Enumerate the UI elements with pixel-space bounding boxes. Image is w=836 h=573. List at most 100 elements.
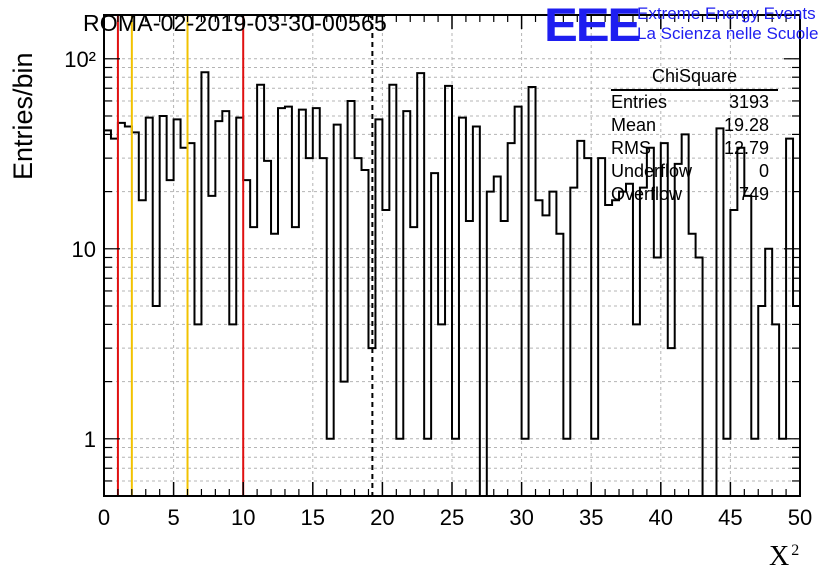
chart-title: ROMA-02-2019-03-30-00565 <box>83 10 387 36</box>
stats-title: ChiSquare <box>611 66 778 91</box>
stats-label: Underflow <box>611 161 693 181</box>
histogram-bin <box>466 221 473 496</box>
stats-row-entries: Entries 3193 <box>611 91 778 114</box>
x-tick-label: 45 <box>718 505 742 530</box>
histogram-bin <box>299 110 306 496</box>
histogram-bin <box>278 108 285 496</box>
x-tick-label: 5 <box>167 505 179 530</box>
x-tick-label: 35 <box>579 505 603 530</box>
x-tick-label: 40 <box>649 505 673 530</box>
histogram-bin <box>605 205 612 496</box>
histogram-bin <box>654 257 661 496</box>
stats-value: 19.28 <box>723 115 769 135</box>
histogram-bin <box>271 234 278 496</box>
histogram-bin <box>640 188 647 496</box>
histogram-bin <box>160 116 167 496</box>
histogram-bin <box>410 227 417 496</box>
histogram-bin <box>487 192 494 496</box>
histogram-bin <box>786 139 793 496</box>
histogram-bin <box>181 148 188 496</box>
histogram-series <box>104 71 800 497</box>
histogram-bin <box>174 119 181 496</box>
histogram-bin <box>626 184 633 496</box>
histogram-bin <box>730 210 737 496</box>
histogram-bin <box>306 158 313 496</box>
logo-line-1: Extreme Energy Events <box>637 4 816 23</box>
histogram-bin <box>765 249 772 496</box>
histogram-bin <box>508 143 515 496</box>
histogram-bin <box>215 121 222 496</box>
histogram-bin <box>522 439 529 496</box>
histogram-bin <box>452 439 459 496</box>
histogram-bin <box>577 141 584 496</box>
x-tick-label: 50 <box>788 505 812 530</box>
histogram-bin <box>292 227 299 496</box>
histogram-bin <box>327 439 334 496</box>
histogram-bin <box>188 143 195 496</box>
histogram-bin <box>125 127 132 496</box>
x-tick-label: 30 <box>509 505 533 530</box>
histogram-bin <box>529 87 536 496</box>
x-tick-label: 25 <box>440 505 464 530</box>
histogram-bin <box>104 130 111 496</box>
histogram-bin <box>139 200 146 496</box>
stats-row-overflow: Overflow 749 <box>611 183 778 206</box>
histogram-bin <box>257 85 264 496</box>
histogram-bin <box>250 227 257 496</box>
histogram-bin <box>424 439 431 496</box>
stats-box: ChiSquare Entries 3193 Mean 19.28 RMS 12.79… <box>611 66 778 206</box>
histogram-bin <box>772 324 779 496</box>
eee-logo: EEE <box>544 0 641 51</box>
stats-row-underflow: Underflow 0 <box>611 160 778 183</box>
histogram-bin <box>668 348 675 496</box>
histogram-bin <box>779 439 786 496</box>
histogram-bin <box>320 158 327 496</box>
histogram-bin <box>689 234 696 496</box>
x-tick-label: 15 <box>301 505 325 530</box>
x-tick-label: 0 <box>98 505 110 530</box>
histogram-bin <box>751 439 758 496</box>
histogram-bin <box>229 324 236 496</box>
x-tick-label: 10 <box>231 505 255 530</box>
stats-value: 749 <box>738 184 769 204</box>
histogram-bin <box>153 306 160 496</box>
histogram-bin <box>389 85 396 496</box>
histogram-bin <box>549 192 556 496</box>
histogram-bin <box>403 111 410 496</box>
histogram-bin <box>208 196 215 496</box>
histogram-bin <box>445 86 452 496</box>
histogram-bin <box>132 132 139 496</box>
stats-label: Entries <box>611 92 668 112</box>
stats-label: RMS <box>611 138 651 158</box>
histogram-bin <box>222 111 229 496</box>
stats-row-rms: RMS 12.79 <box>611 137 778 160</box>
logo-line-2: La Scienza nelle Scuole <box>637 24 819 43</box>
histogram-bin <box>633 324 640 496</box>
histogram-bin <box>438 324 445 496</box>
histogram-bin <box>375 119 382 496</box>
histogram-bin <box>542 215 549 496</box>
histogram-bin <box>111 139 118 496</box>
histogram-bin <box>473 127 480 496</box>
stats-label: Mean <box>611 115 657 135</box>
histogram-bin <box>167 180 174 496</box>
histogram-bin <box>758 306 765 496</box>
stats-value: 12.79 <box>723 138 769 158</box>
histogram-bin <box>515 107 522 496</box>
y-tick-label: 10 <box>72 237 96 262</box>
histogram-bin <box>723 439 730 496</box>
histogram-bin <box>431 173 438 496</box>
histogram-bin <box>675 164 682 496</box>
histogram-bin <box>696 257 703 496</box>
x-tick-label: 20 <box>370 505 394 530</box>
stats-row-mean: Mean 19.28 <box>611 114 778 137</box>
histogram-bin <box>598 158 605 496</box>
histogram-bin <box>536 200 543 496</box>
y-tick-label: 1 <box>84 427 96 452</box>
histogram-bin <box>744 196 751 496</box>
histogram-bin <box>243 180 250 496</box>
histogram-bin <box>201 72 208 496</box>
histogram-bin <box>236 118 243 496</box>
histogram-bin <box>194 324 201 496</box>
